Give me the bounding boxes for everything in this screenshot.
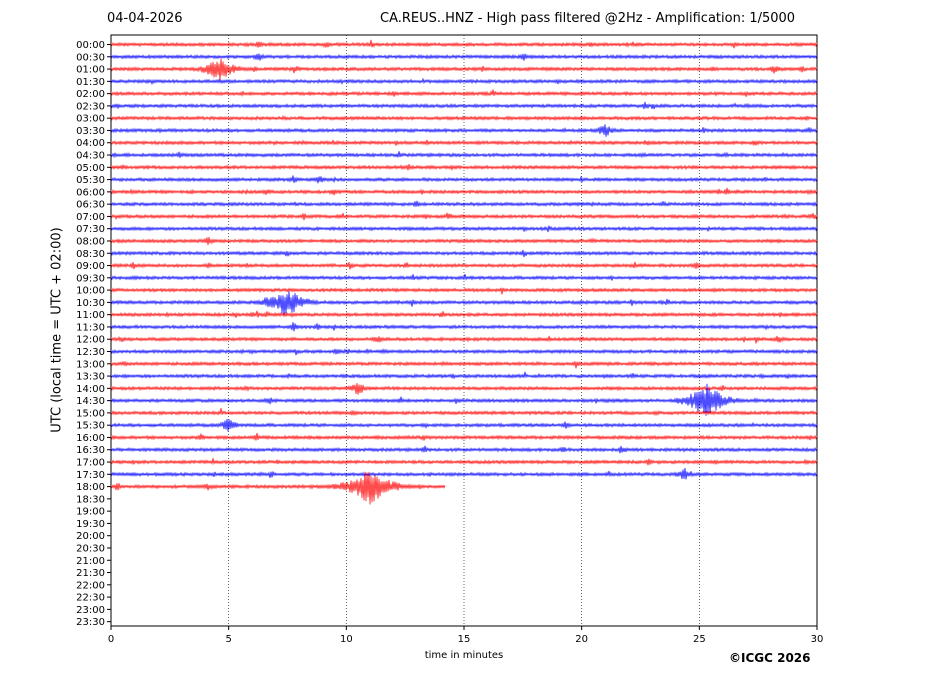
x-tick-label-25: 25 (693, 634, 706, 645)
trace-05:00 (110, 163, 818, 172)
y-tick-label-18:00: 18:00 (76, 482, 105, 493)
y-tick-label-18:30: 18:30 (76, 494, 105, 505)
trace-09:00 (110, 261, 818, 270)
trace-03:00 (110, 114, 818, 122)
plot-frame (110, 34, 818, 627)
trace-16:00 (110, 432, 818, 441)
trace-07:30 (110, 225, 818, 233)
trace-11:30 (110, 322, 818, 332)
y-tick-label-13:30: 13:30 (76, 372, 105, 383)
y-axis-label: UTC (local time = UTC + 02:00) (49, 227, 65, 433)
trace-11:00 (110, 310, 818, 319)
trace-01:00 (110, 58, 818, 81)
y-tick-label-06:00: 06:00 (76, 187, 105, 198)
y-tick-label-07:30: 07:30 (76, 224, 105, 235)
y-tick-label-17:00: 17:00 (76, 458, 105, 469)
chart-title: CA.REUS..HNZ - High pass filtered @2Hz -… (380, 11, 796, 26)
y-tick-label-02:30: 02:30 (76, 101, 105, 112)
y-tick-label-22:30: 22:30 (76, 593, 105, 604)
y-tick-label-06:30: 06:30 (76, 200, 105, 211)
y-tick-label-22:00: 22:00 (76, 580, 105, 591)
x-tick-label-30: 30 (811, 634, 824, 645)
y-tick-label-03:30: 03:30 (76, 126, 105, 137)
trace-13:30 (110, 371, 818, 380)
trace-00:00 (110, 39, 818, 49)
trace-15:00 (110, 407, 818, 417)
y-tick-label-02:00: 02:00 (76, 89, 105, 100)
y-tick-label-11:30: 11:30 (76, 322, 105, 333)
y-tick-label-09:00: 09:00 (76, 261, 105, 272)
y-tick-label-01:30: 01:30 (76, 77, 105, 88)
trace-07:00 (110, 212, 818, 221)
y-tick-label-14:00: 14:00 (76, 384, 105, 395)
trace-08:30 (110, 249, 818, 258)
y-tick-label-15:30: 15:30 (76, 421, 105, 432)
y-tick-label-21:30: 21:30 (76, 568, 105, 579)
y-tick-label-08:30: 08:30 (76, 249, 105, 260)
y-tick-label-00:00: 00:00 (76, 40, 105, 51)
y-tick-label-04:30: 04:30 (76, 151, 105, 162)
trace-13:00 (110, 360, 818, 369)
trace-03:30 (110, 124, 818, 137)
trace-06:00 (110, 187, 818, 196)
trace-12:00 (110, 335, 818, 344)
trace-04:30 (110, 151, 818, 159)
trace-15:30 (110, 418, 818, 432)
trace-01:30 (110, 77, 818, 86)
y-tick-label-20:30: 20:30 (76, 543, 105, 554)
trace-05:30 (110, 175, 818, 184)
y-tick-label-19:30: 19:30 (76, 519, 105, 530)
y-tick-label-08:00: 08:00 (76, 236, 105, 247)
trace-08:00 (110, 236, 818, 246)
y-tick-label-15:00: 15:00 (76, 408, 105, 419)
y-tick-label-05:30: 05:30 (76, 175, 105, 186)
y-tick-label-23:00: 23:00 (76, 605, 105, 616)
y-tick-label-14:30: 14:30 (76, 396, 105, 407)
y-tick-label-12:30: 12:30 (76, 347, 105, 358)
x-tick-label-20: 20 (575, 634, 588, 645)
trace-10:30 (110, 291, 818, 315)
x-tick-label-5: 5 (225, 634, 231, 645)
y-tick-label-16:00: 16:00 (76, 433, 105, 444)
trace-12:30 (110, 347, 818, 356)
trace-14:30 (110, 383, 818, 416)
y-tick-label-01:00: 01:00 (76, 65, 105, 76)
trace-06:30 (110, 200, 818, 208)
y-tick-label-16:30: 16:30 (76, 445, 105, 456)
y-tick-label-05:00: 05:00 (76, 163, 105, 174)
y-tick-label-07:00: 07:00 (76, 212, 105, 223)
trace-10:00 (110, 287, 818, 295)
y-tick-label-10:30: 10:30 (76, 298, 105, 309)
chart-date: 04-04-2026 (107, 11, 183, 26)
trace-14:00 (110, 382, 818, 395)
y-tick-label-11:00: 11:00 (76, 310, 105, 321)
y-tick-label-04:00: 04:00 (76, 138, 105, 149)
trace-00:30 (110, 53, 818, 61)
y-tick-label-00:30: 00:30 (76, 52, 105, 63)
trace-17:00 (110, 458, 818, 466)
x-tick-label-10: 10 (340, 634, 353, 645)
y-tick-label-03:00: 03:00 (76, 114, 105, 125)
x-tick-label-0: 0 (108, 634, 114, 645)
y-tick-label-13:00: 13:00 (76, 359, 105, 370)
y-tick-label-20:00: 20:00 (76, 531, 105, 542)
y-tick-label-10:00: 10:00 (76, 286, 105, 297)
trace-16:30 (110, 445, 818, 454)
y-tick-label-19:00: 19:00 (76, 507, 105, 518)
trace-17:30 (110, 467, 818, 480)
y-tick-label-12:00: 12:00 (76, 335, 105, 346)
y-tick-label-17:30: 17:30 (76, 470, 105, 481)
copyright-label: ©ICGC 2026 (729, 651, 811, 665)
trace-18:00 (110, 471, 446, 505)
trace-09:30 (110, 274, 818, 281)
x-tick-label-15: 15 (458, 634, 471, 645)
y-tick-label-21:00: 21:00 (76, 556, 105, 567)
y-tick-label-09:30: 09:30 (76, 273, 105, 284)
x-axis-label: time in minutes (424, 650, 504, 661)
trace-04:00 (110, 139, 818, 146)
y-tick-label-23:30: 23:30 (76, 617, 105, 628)
trace-02:30 (110, 101, 818, 110)
trace-02:00 (110, 89, 818, 97)
